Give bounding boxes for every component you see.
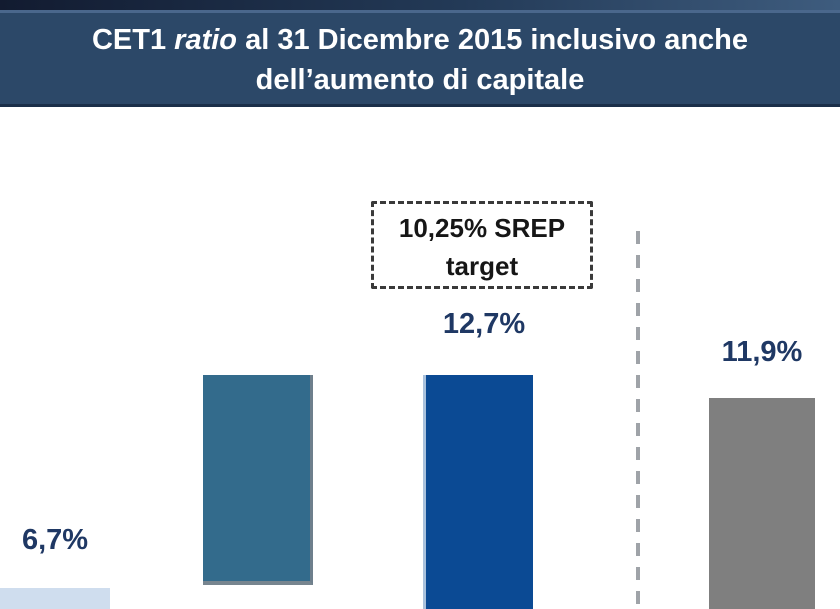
bar-gray (709, 398, 815, 609)
srep-target-annotation-box: 10,25% SREP target (371, 201, 593, 289)
title-italic-word: ratio (174, 24, 238, 56)
top-accent-strip (0, 0, 840, 10)
chart-title-banner: CET1 ratio al 31 Dicembre 2015 inclusivo… (0, 10, 840, 107)
bar-dark-blue (423, 375, 533, 609)
bar-light-blue (0, 588, 110, 609)
vertical-dashed-separator (636, 231, 640, 609)
bar-3-value-label: 12,7% (442, 308, 526, 340)
title-prefix: CET1 (91, 24, 167, 56)
title-line-1: CET1 ratio al 31 Dicembre 2015 inclusivo… (0, 20, 840, 60)
bar-steel-blue (203, 375, 313, 585)
title-suffix: al 31 Dicembre 2015 inclusivo anche (245, 24, 749, 56)
title-line-2: dell’aumento di capitale (255, 64, 585, 96)
bar-4-value-label: 11,9% (721, 336, 803, 368)
bar-1-value-label: 6,7% (21, 524, 89, 556)
